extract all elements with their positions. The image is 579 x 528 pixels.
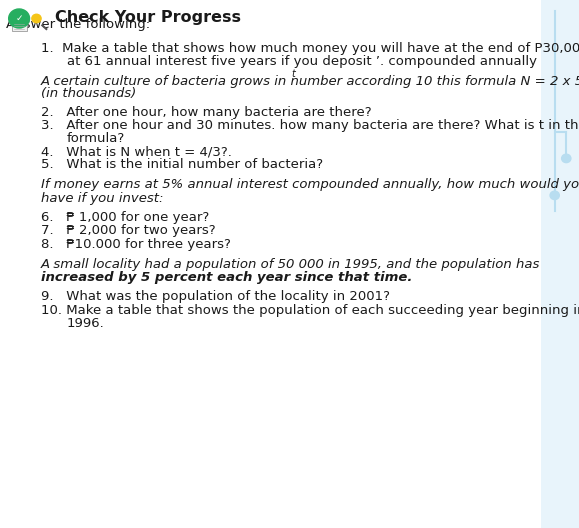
Text: 2.   After one hour, how many bacteria are there?: 2. After one hour, how many bacteria are… — [41, 106, 371, 119]
Text: 4.   What is N when t = 4/3?.: 4. What is N when t = 4/3?. — [41, 145, 232, 158]
Text: 10. Make a table that shows the population of each succeeding year beginning in: 10. Make a table that shows the populati… — [41, 304, 579, 317]
Text: 5.   What is the initial number of bacteria?: 5. What is the initial number of bacteri… — [41, 158, 323, 172]
Text: 3.   After one hour and 30 minutes. how many bacteria are there? What is t in th: 3. After one hour and 30 minutes. how ma… — [41, 119, 579, 132]
Text: 1996.: 1996. — [67, 317, 104, 330]
Text: 6.   ₱ 1,000 for one year?: 6. ₱ 1,000 for one year? — [41, 211, 209, 224]
Text: have if you invest:: have if you invest: — [41, 192, 163, 205]
Text: formula?: formula? — [67, 132, 125, 145]
FancyBboxPatch shape — [12, 20, 27, 31]
Text: increased by 5 percent each year since that time.: increased by 5 percent each year since t… — [41, 271, 412, 284]
Text: 1.  Make a table that shows how much money you will have at the end of P30,000: 1. Make a table that shows how much mone… — [41, 42, 579, 55]
Text: (in thousands): (in thousands) — [41, 87, 136, 100]
Text: at 61 annual interest five years if you deposit ’. compounded annually: at 61 annual interest five years if you … — [67, 55, 537, 69]
Text: 9.   What was the population of the locality in 2001?: 9. What was the population of the locali… — [41, 290, 390, 304]
Text: If money earns at 5% annual interest compounded annually, how much would you: If money earns at 5% annual interest com… — [41, 178, 579, 192]
Text: 7.   ₱ 2,000 for two years?: 7. ₱ 2,000 for two years? — [41, 224, 215, 238]
Circle shape — [562, 154, 571, 163]
Circle shape — [9, 9, 30, 28]
Text: ✓: ✓ — [16, 14, 23, 23]
Text: Answer the following:: Answer the following: — [6, 18, 150, 32]
Circle shape — [550, 191, 559, 200]
Text: A small locality had a population of 50 000 in 1995, and the population has: A small locality had a population of 50 … — [41, 258, 540, 271]
Text: A certain culture of bacteria grows in number according 10 this formula N = 2 x : A certain culture of bacteria grows in n… — [41, 75, 579, 88]
Text: 8.   ₱10.000 for three years?: 8. ₱10.000 for three years? — [41, 238, 230, 251]
Text: Check Your Progress: Check Your Progress — [55, 11, 241, 25]
Text: t: t — [291, 69, 295, 79]
FancyBboxPatch shape — [541, 0, 579, 528]
Circle shape — [32, 14, 41, 23]
